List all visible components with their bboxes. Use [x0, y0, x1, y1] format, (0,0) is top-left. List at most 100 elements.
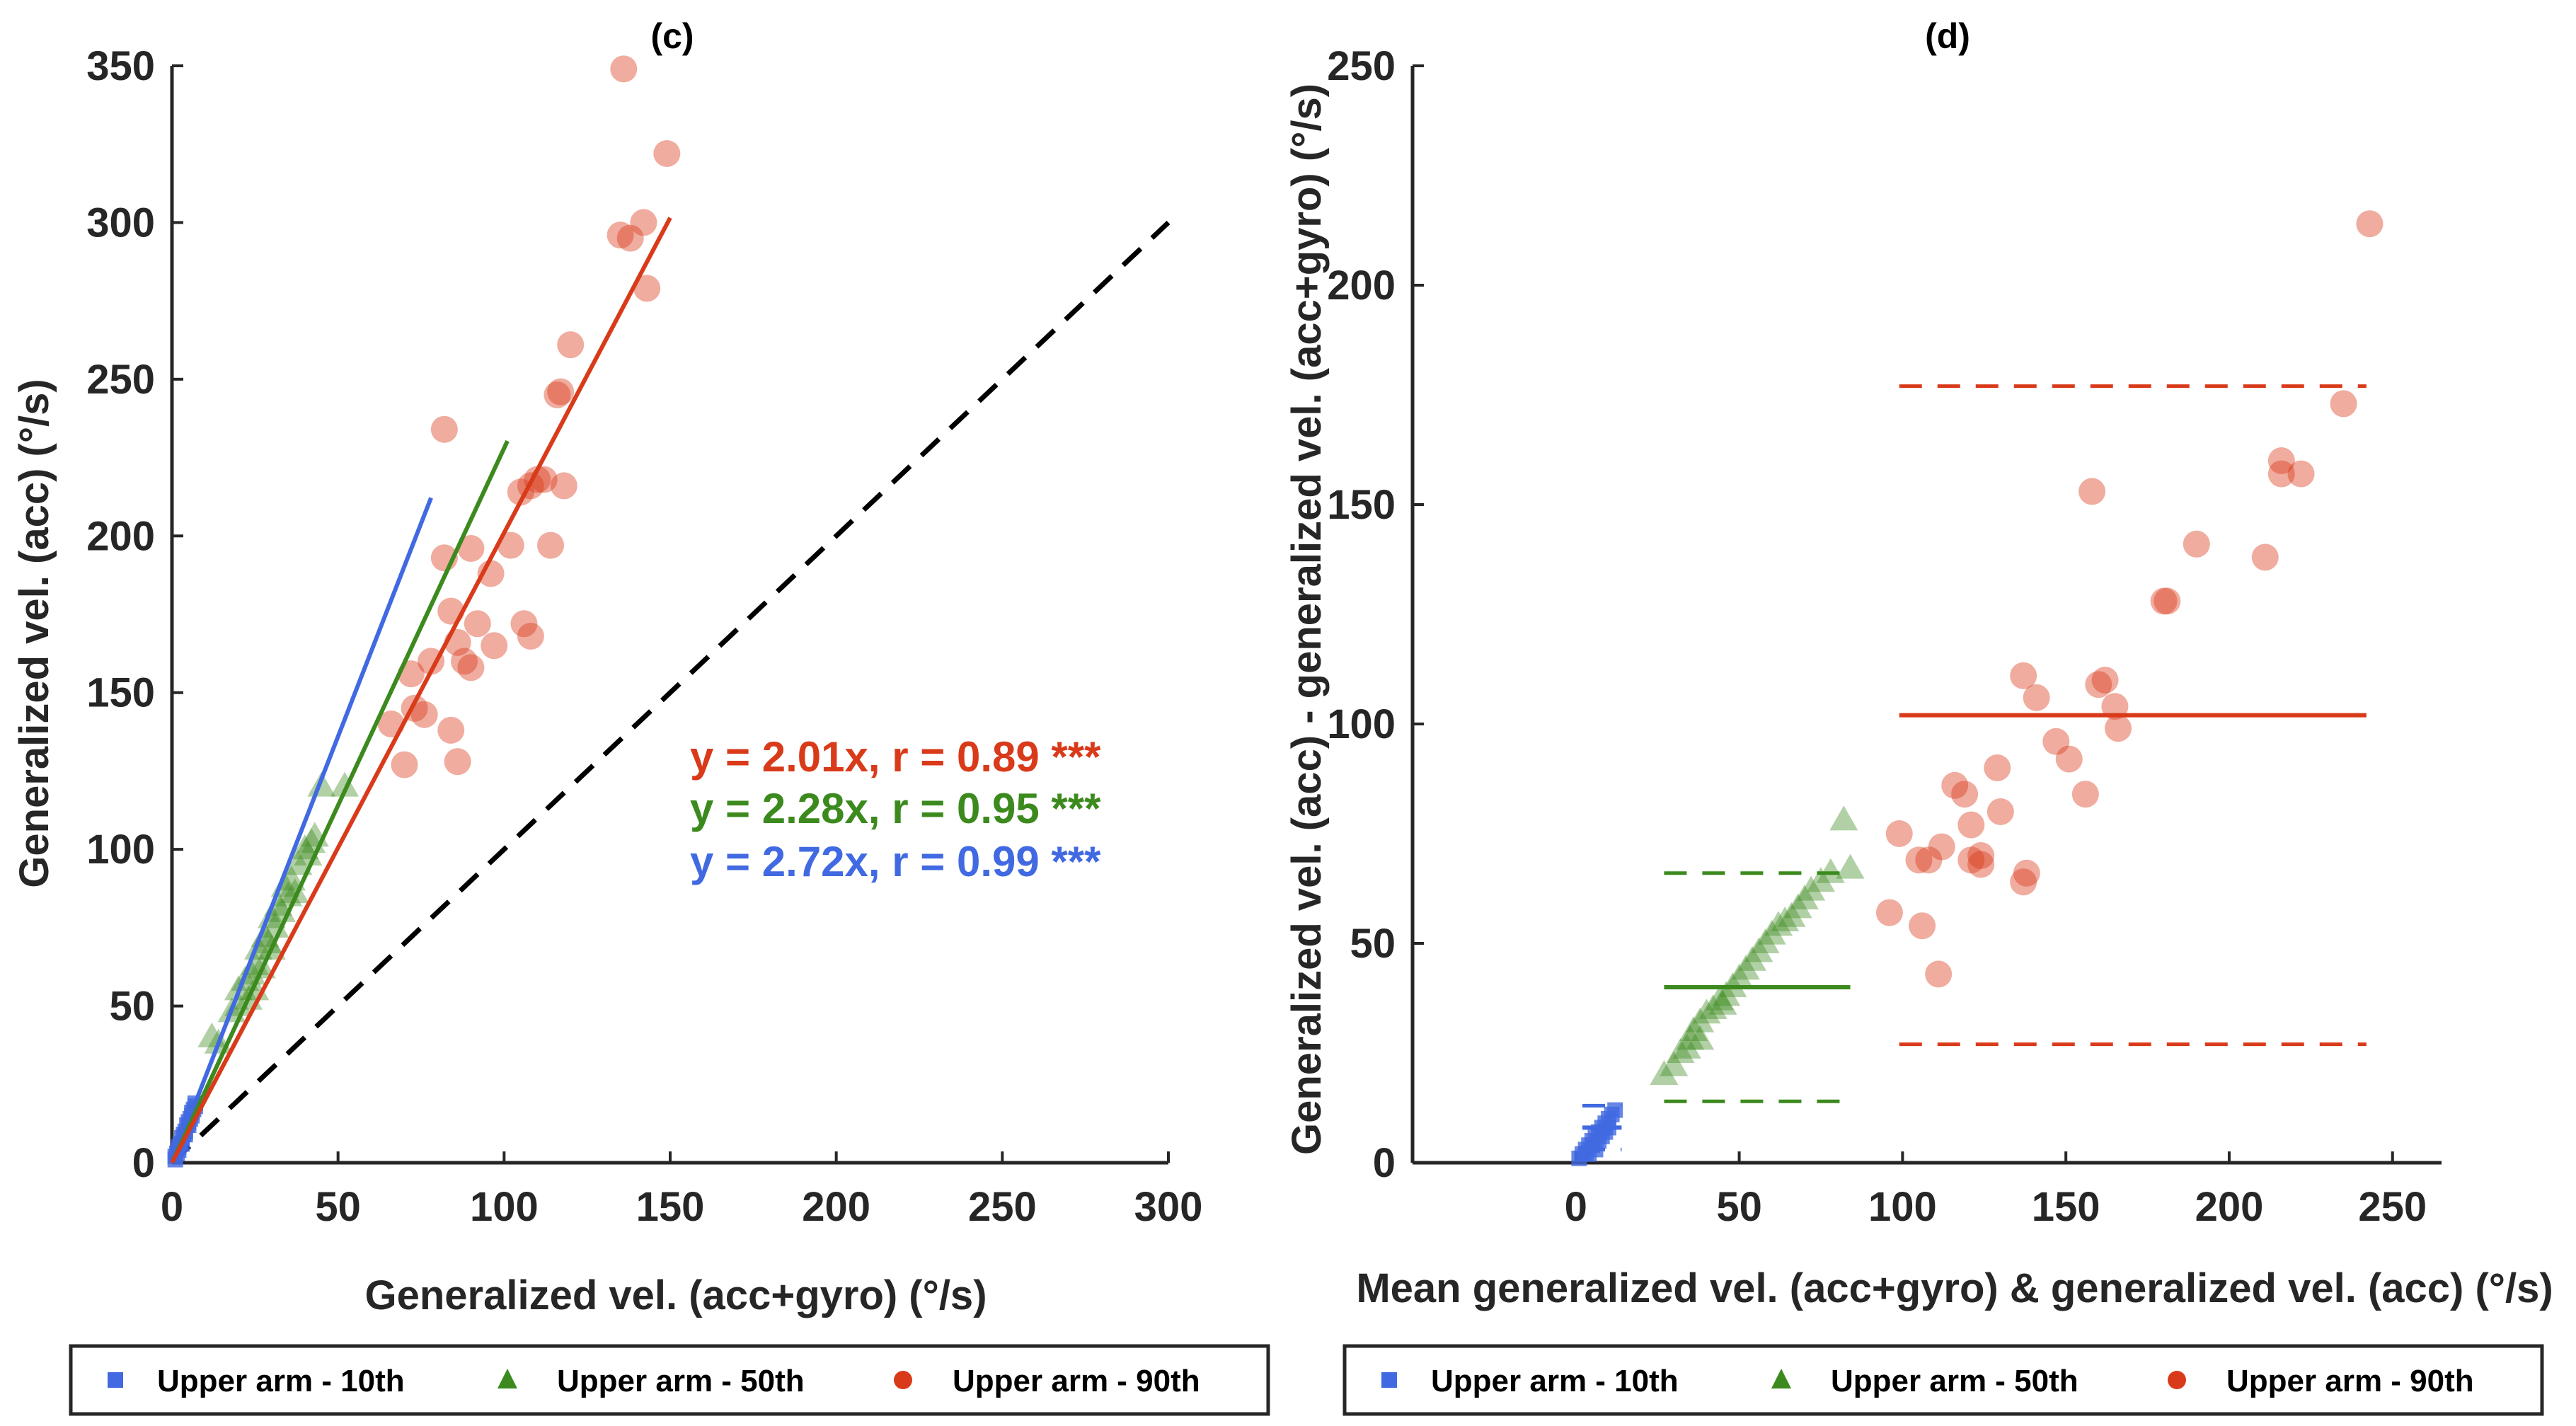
panel-d-plot-area: 0 50 100 150 200 250 0 50 100 150 200 250 [1327, 43, 2442, 1230]
fit-equation-10th-text: y = 2.72x, r = 0.99 [690, 838, 1040, 885]
fit-significance-50th: *** [1051, 785, 1101, 832]
point-90th [1951, 781, 1979, 808]
point-50th [1744, 937, 1773, 962]
panel-c-plot-area: 0 50 100 150 200 250 300 0 50 100 150 200 250 300 350 [86, 43, 1202, 1230]
panel-c-x-tick-label: 200 [802, 1184, 870, 1230]
panel-c-y-axis-label: Generalized vel. (acc) (°/s) [11, 379, 57, 887]
point-50th [1660, 1051, 1689, 1076]
panel-c: (c) 0 50 100 150 200 250 300 0 50 100 150 200 250 300… [11, 16, 1270, 1416]
panel-c-title: (c) [650, 16, 694, 56]
panel-c-legend: Upper arm - 10th Upper arm - 50th Upper … [69, 1344, 1270, 1416]
panel-c-y-tick-label: 150 [86, 670, 155, 716]
panel-c-x-tick-label: 150 [636, 1184, 705, 1230]
point-50th [1738, 945, 1767, 971]
point-90th [2154, 587, 2181, 615]
point-50th [1718, 972, 1747, 997]
point-50th [330, 771, 360, 797]
point-90th [630, 209, 657, 236]
legend-label-10th-d: Upper arm - 10th [1431, 1364, 1679, 1398]
panel-c-x-tick-label: 0 [161, 1184, 183, 1230]
point-50th [1783, 893, 1812, 919]
legend-label-90th-d: Upper arm - 90th [2226, 1364, 2474, 1398]
point-90th [2085, 671, 2112, 698]
panel-d-y-tick-label: 0 [1373, 1140, 1396, 1186]
point-90th [550, 472, 577, 500]
point-50th [1797, 875, 1826, 901]
point-90th [2071, 781, 2099, 808]
point-90th [510, 610, 538, 638]
point-90th [1941, 771, 1969, 799]
panel-d-y-tick-label: 200 [1327, 263, 1396, 309]
panel-d-legend: Upper arm - 10th Upper arm - 50th Upper … [1342, 1344, 2544, 1416]
point-90th [2287, 460, 2315, 488]
point-90th [2055, 745, 2083, 773]
panel-c-y-tick-label: 250 [86, 357, 155, 403]
point-90th [1986, 798, 2014, 825]
panel-d-title: (d) [1925, 16, 1970, 56]
point-90th [481, 632, 508, 660]
point-50th [1698, 994, 1727, 1019]
point-50th [284, 850, 313, 875]
panel-d-x-tick-label: 200 [2195, 1184, 2264, 1230]
panel-d-y-tick-label: 150 [1327, 482, 1396, 528]
point-90th [1875, 899, 1903, 926]
point-90th [547, 378, 575, 406]
panel-c-legend-box [69, 1344, 1270, 1416]
point-90th [1885, 820, 1913, 847]
point-90th [497, 531, 524, 559]
panel-d-x-tick-label: 150 [2032, 1184, 2100, 1230]
point-50th [1712, 981, 1741, 1006]
panel-c-x-tick-label: 100 [470, 1184, 539, 1230]
legend-label-90th: Upper arm - 90th [953, 1364, 1200, 1398]
point-50th [1679, 1016, 1708, 1041]
panel-c-y-tick-label: 350 [86, 43, 155, 89]
point-90th [2010, 868, 2037, 896]
panel-d-y-tick-label: 50 [1350, 921, 1396, 967]
panel-d-x-tick-label: 50 [1716, 1184, 1762, 1230]
point-50th [1757, 919, 1786, 945]
point-50th [1771, 907, 1800, 931]
point-90th [444, 748, 471, 776]
point-50th [1777, 902, 1806, 927]
point-50th [260, 912, 289, 938]
point-90th [2356, 210, 2384, 238]
point-90th [2010, 662, 2037, 689]
point-50th [280, 878, 309, 904]
point-90th [2023, 684, 2050, 711]
point-90th [2150, 587, 2178, 615]
fit-equation-90th: y = 2.01x, r = 0.89 *** [690, 733, 1101, 781]
point-90th [653, 140, 681, 167]
point-90th [464, 610, 491, 638]
panel-d-x-tick-label: 0 [1565, 1184, 1587, 1230]
fit-equation-50th: y = 2.28x, r = 0.95 *** [690, 785, 1101, 832]
panel-d-y-tick-label: 250 [1327, 43, 1396, 89]
point-90th [2267, 447, 2295, 474]
point-50th [1725, 963, 1754, 989]
point-50th [1806, 867, 1835, 892]
point-50th [1829, 805, 1858, 831]
point-90th [2013, 859, 2040, 887]
panel-c-y-tick-label: 0 [132, 1140, 155, 1186]
point-90th [2091, 667, 2119, 694]
point-90th [410, 701, 438, 728]
point-90th [1957, 811, 1985, 839]
point-50th [1708, 989, 1737, 1015]
legend-marker-10th-d [1381, 1372, 1397, 1388]
legend-label-10th: Upper arm - 10th [157, 1364, 405, 1398]
point-50th [1731, 955, 1760, 980]
point-90th [557, 331, 585, 359]
point-90th [633, 275, 661, 302]
point-90th [616, 224, 644, 252]
point-90th [1984, 754, 2011, 781]
point-90th [1967, 842, 1995, 869]
point-50th [254, 928, 283, 953]
point-50th [1676, 1025, 1705, 1050]
point-90th [537, 531, 565, 559]
point-90th [1928, 833, 1955, 861]
point-90th [606, 222, 634, 249]
point-50th [277, 866, 306, 891]
panel-c-x-axis-label: Generalized vel. (acc+gyro) (°/s) [364, 1272, 987, 1318]
point-90th [457, 535, 485, 562]
point-90th [437, 716, 465, 744]
